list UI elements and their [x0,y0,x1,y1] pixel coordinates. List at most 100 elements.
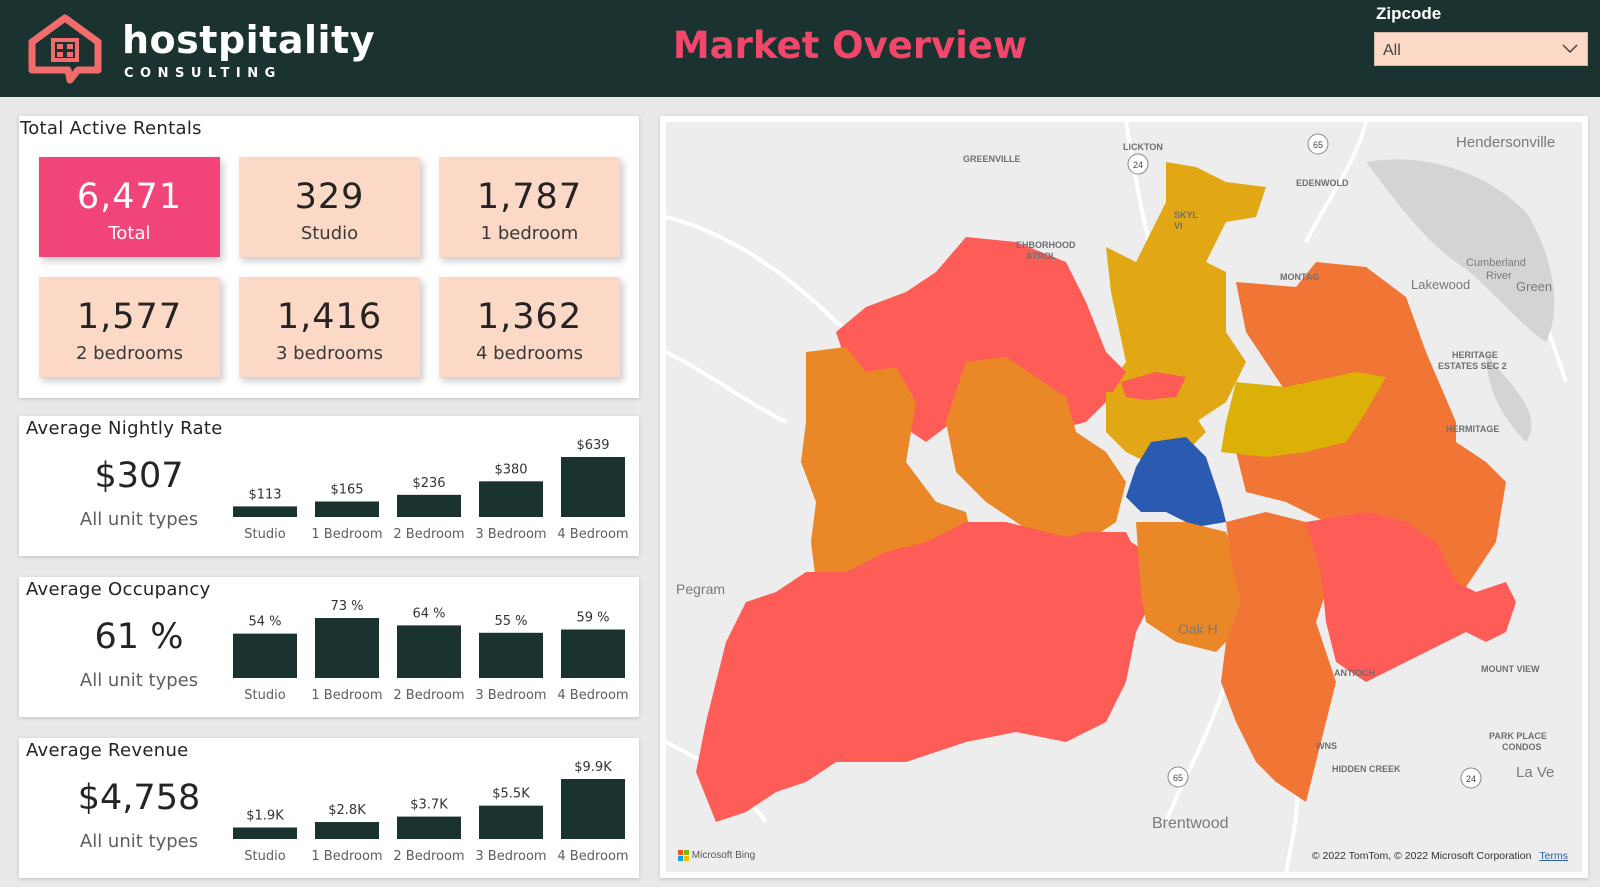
place-river: River [1486,270,1512,282]
bing-attribution: Microsoft Bing [678,850,755,861]
place-hidden-creek: HIDDEN CREEK [1332,764,1401,774]
tile-label: 2 bedrooms [75,343,184,364]
tile-1-bedroom[interactable]: 1,787 1 bedroom [439,157,620,257]
nightly-value: $307 [94,456,184,496]
chevron-down-icon [1562,44,1578,54]
bar-2-bedroom[interactable] [397,625,461,678]
zipcode-map[interactable]: Hendersonville GREENVILLE LICKTON EDENWO… [666,122,1582,872]
category-label: 1 Bedroom [311,527,382,542]
category-label: 1 Bedroom [311,849,382,864]
bar-4-bedroom[interactable] [561,629,625,678]
zip-region-central-orange [946,357,1126,542]
zip-region-south-central [1046,532,1146,612]
tile-value: 1,362 [476,297,583,337]
bar-data-label: $1.9K [246,808,284,823]
zip-region-far-southeast [1306,512,1516,682]
category-label: Studio [244,849,285,864]
zip-region-southwest [696,522,1156,822]
place-skyline-2: VI [1174,221,1183,231]
zipcode-dropdown[interactable]: All [1374,32,1588,66]
nightly-title: Average Nightly Rate [26,418,223,439]
bar-data-label: $113 [248,487,281,502]
occupancy-title: Average Occupancy [26,579,211,600]
tile-4-bedrooms[interactable]: 1,362 4 bedrooms [439,277,620,377]
bar-4-bedroom[interactable] [561,779,625,839]
bar-3-bedroom[interactable] [479,805,543,839]
bar-data-label: $5.5K [492,787,530,802]
bar-data-label: $380 [494,462,527,477]
category-label: 2 Bedroom [393,688,464,703]
place-oak-hill: Oak H [1178,621,1218,637]
revenue-subtitle: All unit types [79,831,199,852]
terms-link[interactable]: Terms [1539,850,1568,862]
tile-2-bedrooms[interactable]: 1,577 2 bedrooms [39,277,220,377]
bar-1-bedroom[interactable] [315,822,379,839]
place-hermitage: HERMITAGE [1446,424,1499,434]
zip-region-north-red-small [1121,372,1186,400]
bar-2-bedroom[interactable] [397,816,461,839]
bar-4-bedroom[interactable] [561,457,625,517]
rentals-title: Total Active Rentals [20,118,202,139]
category-label: 4 Bedroom [557,849,628,864]
bar-1-bedroom[interactable] [315,501,379,517]
category-label: 3 Bedroom [475,849,546,864]
place-greenville: GREENVILLE [963,154,1021,164]
average-revenue-card: Average Revenue $4,758 All unit types $1… [19,738,639,878]
tile-label: Total [108,223,151,244]
tile-3-bedrooms[interactable]: 1,416 3 bedrooms [239,277,420,377]
bar-3-bedroom[interactable] [479,632,543,678]
bar-data-label: $3.7K [410,798,448,813]
brand-logo: hostpitality CONSULTING [24,12,374,84]
place-green: Green [1516,279,1552,294]
nightly-subtitle: All unit types [79,509,199,530]
place-estates: ESTATES SEC 2 [1438,361,1507,371]
tile-total[interactable]: 6,471 Total [39,157,220,257]
header-bar: hostpitality CONSULTING Market Overview … [0,0,1600,97]
place-edenwold: EDENWOLD [1296,178,1349,188]
tile-label: Studio [300,223,359,244]
bar-data-label: 59 % [576,611,609,626]
tile-value: 1,577 [76,297,183,337]
tile-value: 329 [294,177,365,217]
bar-data-label: $2.8K [328,803,366,818]
zipcode-label: Zipcode [1376,4,1442,23]
map-canvas: Hendersonville GREENVILLE LICKTON EDENWO… [666,122,1568,872]
bar-2-bedroom[interactable] [397,494,461,517]
bar-data-label: $639 [576,438,609,453]
house-logo-icon [28,14,102,84]
revenue-bar-chart: $1.9K Studio $2.8K 1 Bedroom $3.7K 2 Bedroom $… [233,760,629,864]
place-hendersonville: Hendersonville [1456,134,1555,151]
bar-1-bedroom[interactable] [315,618,379,678]
category-label: 2 Bedroom [393,849,464,864]
bar-data-label: $9.9K [574,760,612,775]
place-mount-view: MOUNT VIEW [1481,664,1540,674]
highway-shield-24-north: 24 [1127,153,1149,175]
category-label: 3 Bedroom [475,527,546,542]
zip-region-east [1236,262,1506,612]
category-label: Studio [244,527,285,542]
category-label: 1 Bedroom [311,688,382,703]
place-patrol: ATROL [1026,251,1057,261]
bar-3-bedroom[interactable] [479,481,543,517]
bar-studio[interactable] [233,506,297,517]
highway-shield-24-south: 24 [1460,767,1482,789]
revenue-value: $4,758 [77,778,201,818]
tile-studio[interactable]: 329 Studio [239,157,420,257]
place-pegram: Pegram [676,581,725,597]
tile-label: 4 bedrooms [475,343,584,364]
average-occupancy-card: Average Occupancy 61 % All unit types 54… [19,577,639,717]
place-antioch: ANTIOCH [1334,668,1375,678]
bar-data-label: 54 % [248,615,281,630]
bar-studio[interactable] [233,633,297,678]
nightly-rate-bar-chart: $113 Studio $165 1 Bedroom $236 2 Bedroom $380… [233,438,629,542]
bar-studio[interactable] [233,827,297,839]
zip-region-north [1106,162,1266,422]
category-label: 3 Bedroom [475,688,546,703]
copyright-text: © 2022 TomTom, © 2022 Microsoft Corporat… [1311,850,1532,862]
bar-data-label: $236 [412,476,445,491]
highway-label: 24 [1466,774,1476,784]
average-nightly-rate-card: Average Nightly Rate $307 All unit types… [19,416,639,556]
place-neighborhood: EHBORHOOD [1016,240,1076,250]
tile-value: 1,787 [476,177,583,217]
place-skyline: SKYL [1174,210,1199,220]
